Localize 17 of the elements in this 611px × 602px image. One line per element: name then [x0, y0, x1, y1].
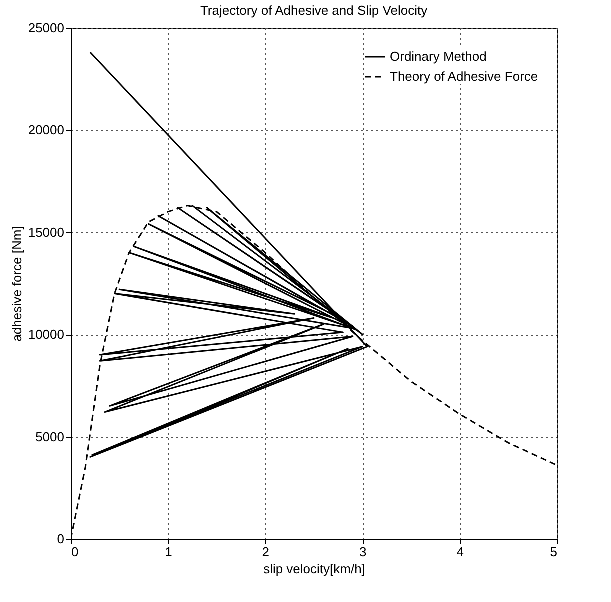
x-tick-label: 0 — [72, 544, 79, 560]
y-tick-label: 5000 — [36, 429, 64, 444]
x-tick-label: 1 — [165, 544, 172, 560]
y-tick-label: 10000 — [28, 327, 64, 342]
x-axis-title: slip velocity[km/h] — [264, 562, 366, 576]
x-tick-label: 5 — [550, 544, 558, 560]
y-tick-label: 20000 — [28, 122, 64, 138]
x-tick-label: 2 — [262, 544, 270, 560]
x-tick-label: 4 — [456, 544, 464, 560]
chart-title: Trajectory of Adhesive and Slip Velocity — [200, 3, 428, 18]
y-tick-label: 15000 — [28, 224, 64, 240]
legend-label: Ordinary Method — [390, 49, 487, 64]
x-tick-label: 3 — [359, 544, 367, 560]
legend-label: Theory of Adhesive Force — [390, 69, 538, 84]
y-tick-label: 0 — [57, 532, 64, 546]
y-axis-title: adhesive force [Nm] — [9, 226, 24, 342]
y-tick-label: 25000 — [28, 20, 64, 36]
